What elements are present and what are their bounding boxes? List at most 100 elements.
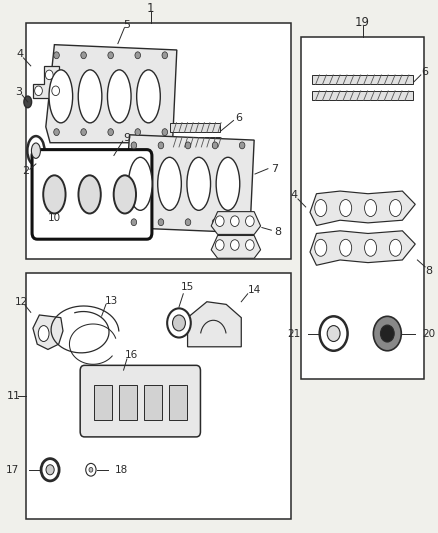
Polygon shape	[310, 231, 415, 265]
Ellipse shape	[35, 86, 42, 95]
Text: 4: 4	[17, 49, 24, 59]
Ellipse shape	[246, 240, 254, 251]
Ellipse shape	[173, 315, 185, 331]
Ellipse shape	[46, 70, 53, 79]
Ellipse shape	[339, 239, 352, 256]
Ellipse shape	[215, 240, 224, 251]
Text: 1: 1	[147, 2, 155, 15]
Ellipse shape	[389, 239, 402, 256]
Ellipse shape	[131, 142, 137, 149]
Ellipse shape	[389, 199, 402, 216]
Text: 3: 3	[16, 87, 23, 97]
Ellipse shape	[54, 128, 59, 135]
Ellipse shape	[216, 157, 240, 211]
Ellipse shape	[230, 216, 239, 227]
Bar	[170, 123, 220, 132]
Ellipse shape	[108, 128, 113, 135]
Ellipse shape	[212, 142, 218, 149]
Ellipse shape	[41, 458, 59, 481]
Ellipse shape	[81, 128, 86, 135]
Ellipse shape	[239, 219, 245, 225]
Ellipse shape	[128, 157, 152, 211]
Ellipse shape	[339, 199, 352, 216]
Polygon shape	[46, 45, 177, 143]
Ellipse shape	[43, 175, 66, 214]
Bar	[26, 272, 291, 519]
Text: 8: 8	[425, 265, 433, 276]
Text: 7: 7	[271, 164, 278, 174]
Bar	[144, 385, 162, 420]
Text: 8: 8	[274, 227, 281, 237]
Ellipse shape	[239, 142, 245, 149]
Ellipse shape	[137, 70, 160, 123]
Ellipse shape	[89, 467, 93, 472]
Bar	[312, 91, 413, 100]
Ellipse shape	[158, 219, 164, 225]
Bar	[26, 23, 291, 260]
Ellipse shape	[24, 96, 32, 108]
Ellipse shape	[187, 157, 211, 211]
Text: 15: 15	[181, 282, 194, 292]
FancyBboxPatch shape	[32, 150, 152, 239]
Bar	[94, 385, 112, 420]
Ellipse shape	[38, 326, 49, 342]
Ellipse shape	[320, 316, 348, 351]
Polygon shape	[310, 191, 415, 225]
Ellipse shape	[158, 142, 164, 149]
Polygon shape	[33, 315, 63, 350]
Text: 6: 6	[421, 67, 428, 77]
Polygon shape	[211, 212, 261, 235]
Ellipse shape	[107, 70, 131, 123]
Ellipse shape	[78, 175, 101, 214]
Text: 4: 4	[290, 190, 298, 200]
Text: 18: 18	[115, 465, 128, 475]
Text: 11: 11	[7, 391, 21, 401]
Ellipse shape	[246, 216, 254, 227]
Text: 13: 13	[105, 296, 118, 306]
Text: 20: 20	[423, 328, 436, 338]
Ellipse shape	[27, 136, 45, 165]
Text: 21: 21	[287, 328, 300, 338]
Text: 6: 6	[236, 114, 243, 123]
Polygon shape	[211, 236, 261, 259]
Bar	[301, 37, 424, 378]
Ellipse shape	[131, 219, 137, 225]
Polygon shape	[187, 302, 241, 347]
Ellipse shape	[315, 239, 327, 256]
Ellipse shape	[46, 465, 54, 475]
Ellipse shape	[52, 86, 60, 95]
Ellipse shape	[108, 52, 113, 59]
Text: 10: 10	[48, 213, 61, 223]
Ellipse shape	[86, 463, 96, 476]
Ellipse shape	[185, 219, 191, 225]
Ellipse shape	[158, 157, 181, 211]
Bar	[169, 385, 187, 420]
Text: 5: 5	[123, 20, 130, 29]
Ellipse shape	[315, 199, 327, 216]
Ellipse shape	[49, 70, 73, 123]
Ellipse shape	[162, 52, 168, 59]
Ellipse shape	[135, 128, 141, 135]
Ellipse shape	[364, 199, 377, 216]
Text: 17: 17	[6, 465, 19, 475]
Ellipse shape	[78, 70, 102, 123]
Text: 2: 2	[22, 166, 29, 176]
Bar	[170, 138, 220, 147]
Bar	[312, 75, 413, 84]
Ellipse shape	[81, 52, 86, 59]
Ellipse shape	[212, 219, 218, 225]
Ellipse shape	[230, 240, 239, 251]
Text: 9: 9	[124, 133, 131, 143]
Polygon shape	[33, 66, 70, 98]
Text: 19: 19	[355, 16, 370, 29]
Ellipse shape	[327, 326, 340, 342]
Ellipse shape	[381, 325, 394, 342]
Ellipse shape	[162, 128, 168, 135]
Ellipse shape	[135, 52, 141, 59]
FancyBboxPatch shape	[80, 365, 201, 437]
Ellipse shape	[185, 142, 191, 149]
Polygon shape	[123, 135, 254, 233]
Ellipse shape	[364, 239, 377, 256]
Ellipse shape	[114, 175, 136, 214]
Bar	[119, 385, 137, 420]
